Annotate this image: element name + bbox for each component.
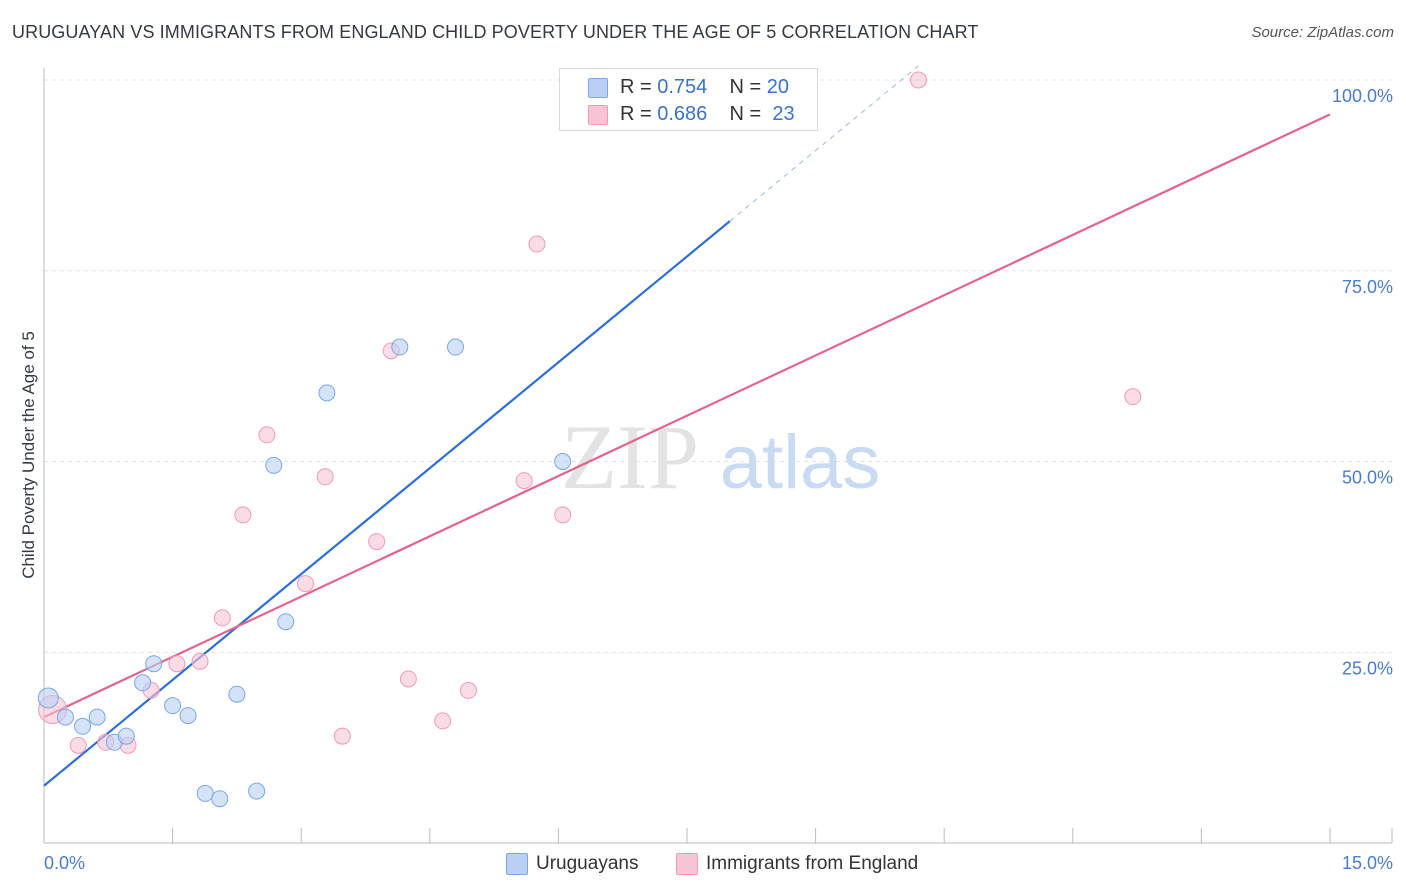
tick-labels: 25.0% 50.0% 75.0% 100.0% 0.0% 15.0% [44,86,1393,873]
data-point [134,674,152,692]
watermark-atlas: atlas [720,420,881,505]
watermark: ZIP atlas [561,406,880,508]
data-point [277,613,295,631]
bottom-legend-label: Immigrants from England [706,853,919,874]
x-tick-label: 0.0% [44,853,85,873]
y-tick-label: 75.0% [1342,277,1393,297]
bottom-legend-swatch [506,853,528,875]
data-point [333,727,351,745]
data-point [391,338,409,356]
data-point [1124,388,1142,406]
y-tick-label: 100.0% [1332,86,1393,106]
data-points [37,71,1142,808]
data-point [56,708,74,726]
trend-line-england [43,113,1331,719]
data-point [318,384,336,402]
trend-line-extension [729,65,919,222]
data-point [211,790,229,808]
y-tick-label: 50.0% [1342,468,1393,488]
data-point [145,655,163,673]
grid [44,79,1392,653]
data-point [909,71,927,89]
data-point [368,533,386,551]
legend-swatch-england [588,105,608,125]
data-point [554,453,572,470]
data-point [191,652,209,670]
data-point [248,782,266,800]
data-point [74,717,92,735]
legend-text: R = 0.754 N = 20 [620,76,790,98]
data-point [234,506,252,524]
watermark-zip: ZIP [561,406,699,508]
bottom-legend-label: Uruguayans [536,853,639,874]
legend-text: R = 0.686 N = 23 [620,103,795,125]
axes [43,68,1393,844]
data-point [213,609,231,627]
data-point [69,736,87,754]
data-point [265,456,283,474]
data-point [258,426,276,444]
data-point [179,707,197,725]
data-point [296,575,314,593]
data-point [528,235,546,253]
data-point [447,338,465,356]
data-point [228,685,246,703]
data-point [164,697,182,715]
x-tick-label: 15.0% [1342,853,1393,873]
y-axis-label: Child Poverty Under the Age of 5 [19,331,38,579]
data-point [554,506,572,524]
bottom-legend-swatch [676,853,698,875]
y-tick-label: 25.0% [1342,658,1393,678]
data-point [196,784,214,802]
data-point [168,655,186,673]
source-label: Source: ZipAtlas.com [1251,24,1394,41]
data-point [37,687,59,709]
data-point [515,472,533,490]
legend-swatch-uruguayans [588,78,608,98]
chart-title: URUGUAYAN VS IMMIGRANTS FROM ENGLAND CHI… [12,22,979,42]
data-point [316,468,334,486]
data-point [88,708,106,726]
legend-box: R = 0.754 N = 20 R = 0.686 N = 23 [559,68,818,131]
data-point [117,727,135,745]
data-point [399,670,417,688]
data-point [434,712,452,730]
data-point [459,681,477,699]
